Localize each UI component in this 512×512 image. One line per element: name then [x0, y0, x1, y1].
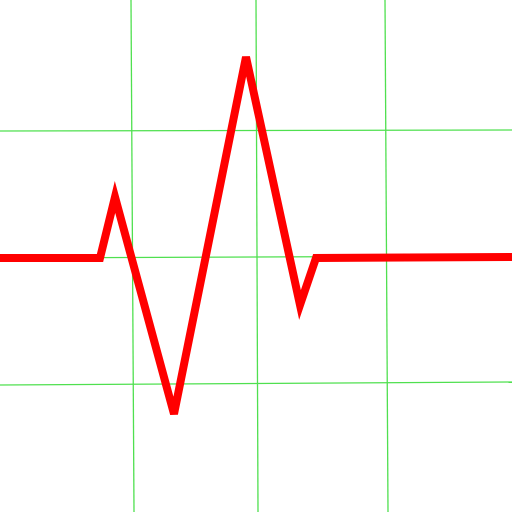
ecg-trace-line [0, 56, 512, 416]
grid-line-vertical-2 [255, 0, 259, 512]
grid-line-horizontal-1 [0, 129, 512, 132]
grid-line-horizontal-3 [0, 381, 512, 386]
